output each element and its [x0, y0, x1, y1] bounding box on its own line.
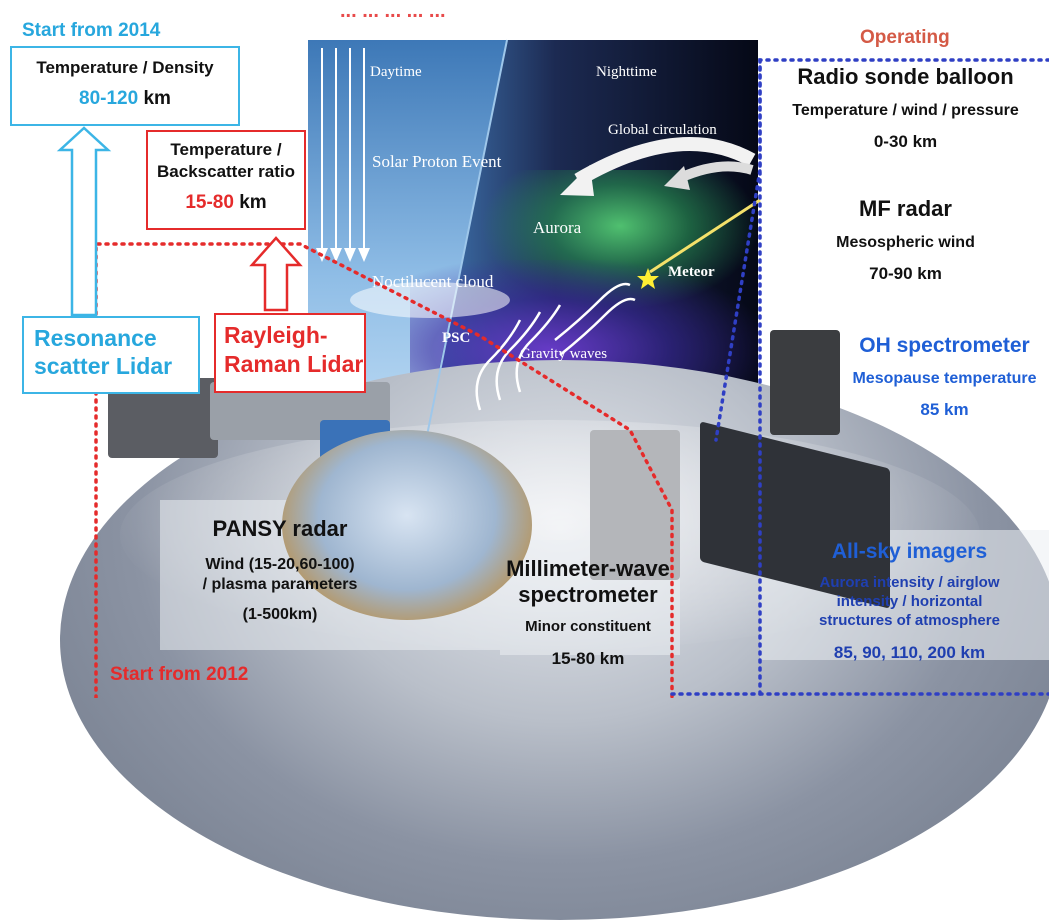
rayleigh-measure-box: Temperature / Backscatter ratio 15-80 km	[146, 130, 306, 230]
mmwave-block: Millimeter-wave spectrometer Minor const…	[498, 556, 678, 669]
rayleigh-name-2: Raman Lidar	[224, 351, 364, 377]
diagram-frames	[56, 58, 1049, 698]
psc-label: PSC	[442, 330, 471, 346]
meteor-trail	[649, 198, 761, 274]
mmwave-spectrometer-photo	[590, 430, 680, 580]
resonance-measure-box: Temperature / Density 80-120 km	[10, 46, 240, 126]
mf-radar-block: MF radar Mesospheric wind 70-90 km	[762, 196, 1049, 284]
mmwave-range: 15-80 km	[551, 649, 625, 668]
mf-radar-measure: Mesospheric wind	[836, 234, 975, 251]
rayleigh-unit: km	[239, 192, 267, 213]
mmwave-title-2: spectrometer	[518, 582, 658, 607]
allsky-line-2: intensity / horizontal	[836, 593, 983, 610]
allsky-block: All-sky imagers Aurora intensity / airgl…	[770, 540, 1049, 663]
radiosonde-title: Radio sonde balloon	[797, 64, 1014, 89]
circulation-arrow-2	[677, 161, 754, 183]
radiosonde-block: Radio sonde balloon Temperature / wind /…	[762, 64, 1049, 152]
pansy-radar-photo	[282, 430, 532, 620]
oh-title: OH spectrometer	[859, 334, 1030, 357]
oh-spectrometer-photo	[770, 330, 840, 435]
radiosonde-measure: Temperature / wind / pressure	[792, 102, 1019, 119]
pansy-title: PANSY radar	[212, 516, 348, 541]
red-dotted-boundary	[94, 242, 674, 698]
rayleigh-lidar-box: Rayleigh- Raman Lidar	[214, 313, 366, 393]
solar-proton-label: Solar Proton Event	[372, 152, 502, 171]
rayleigh-measure-2: Backscatter ratio	[157, 162, 295, 181]
mf-radar-range: 70-90 km	[869, 264, 942, 283]
pansy-line-2: / plasma parameters	[202, 576, 358, 593]
rayleigh-measure-1: Temperature /	[170, 140, 282, 159]
start-2014-label: Start from 2014	[22, 20, 161, 41]
resonance-lidar-box: Resonance scatter Lidar	[22, 316, 200, 394]
oh-block: OH spectrometer Mesopause temperature 85…	[840, 334, 1049, 420]
rayleigh-up-arrow	[249, 236, 303, 312]
noctilucent-label: Noctilucent cloud	[372, 272, 494, 291]
gravity-wave-lines	[475, 282, 636, 411]
resonance-unit: km	[143, 88, 171, 109]
rayleigh-name-1: Rayleigh-	[224, 322, 328, 348]
resonance-name-1: Resonance	[34, 325, 157, 351]
oh-range: 85 km	[920, 400, 969, 419]
resonance-name-2: scatter Lidar	[34, 353, 173, 379]
mmwave-measure: Minor constituent	[525, 618, 651, 635]
meteor-label: Meteor	[668, 264, 715, 280]
allsky-line-3: structures of atmosphere	[819, 612, 1000, 629]
top-partial-caption: ... ... ... ... ...	[340, 0, 446, 22]
allsky-title: All-sky imagers	[831, 540, 988, 563]
daytime-label: Daytime	[370, 64, 422, 80]
meteor-star-icon	[637, 268, 659, 289]
pansy-line-3: (1-500km)	[242, 606, 318, 623]
terminator-line	[419, 39, 508, 471]
mmwave-title-1: Millimeter-wave	[506, 556, 670, 581]
gravity-waves-label: Gravity waves	[520, 346, 608, 362]
aurora-label: Aurora	[533, 218, 582, 237]
circulation-arrow-1	[574, 137, 756, 187]
oh-measure: Mesopause temperature	[852, 370, 1037, 387]
global-circulation-label: Global circulation	[608, 122, 717, 138]
mf-radar-title: MF radar	[859, 196, 952, 221]
resonance-range: 80-120	[79, 88, 139, 109]
radiosonde-range: 0-30 km	[873, 132, 938, 151]
pansy-line-1: Wind (15-20,60-100)	[205, 556, 355, 573]
nighttime-label: Nighttime	[596, 64, 657, 80]
allsky-line-1: Aurora intensity / airglow	[819, 574, 1000, 591]
resonance-measure: Temperature / Density	[36, 58, 214, 77]
rayleigh-range: 15-80	[185, 192, 234, 213]
solar-proton-arrows	[321, 48, 365, 250]
pansy-block: PANSY radar Wind (15-20,60-100) / plasma…	[160, 516, 400, 624]
allsky-range: 85, 90, 110, 200 km	[833, 643, 986, 662]
resonance-up-arrow	[56, 126, 112, 317]
start-2012-label: Start from 2012	[110, 664, 249, 685]
operating-label: Operating	[860, 27, 950, 48]
